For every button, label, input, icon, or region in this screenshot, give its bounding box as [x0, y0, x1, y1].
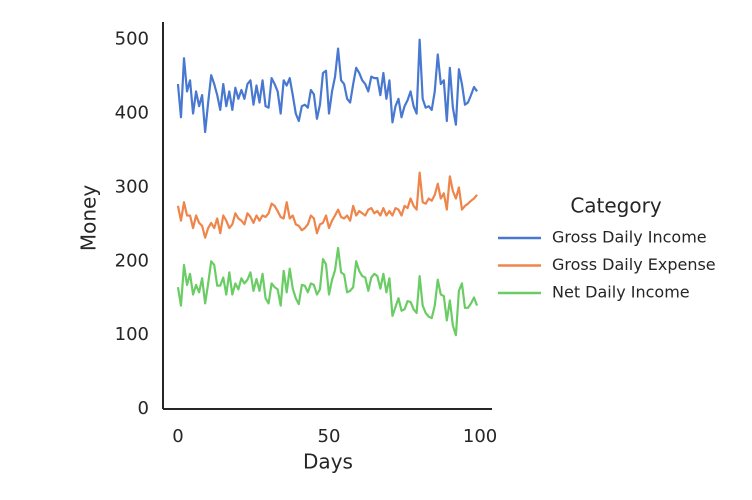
legend-label: Gross Daily Expense [552, 255, 716, 274]
x-axis-label: Days [303, 450, 353, 474]
y-axis-label: Money [77, 185, 101, 251]
series-line [176, 171, 478, 239]
y-tick-label: 400 [115, 103, 149, 124]
y-tick-label: 300 [115, 176, 149, 197]
x-tick-label: 0 [172, 426, 183, 447]
x-tick-label: 100 [463, 426, 497, 447]
x-tick-label: 50 [318, 426, 341, 447]
y-tick-label: 0 [138, 398, 149, 419]
legend-title: Category [570, 194, 662, 218]
legend-label: Gross Daily Income [552, 228, 707, 247]
y-tick-label: 500 [115, 29, 149, 50]
y-tick-label: 200 [115, 250, 149, 271]
series-line [176, 38, 478, 134]
legend-label: Net Daily Income [552, 283, 690, 302]
y-tick-label: 100 [115, 324, 149, 345]
series-line [176, 246, 479, 337]
